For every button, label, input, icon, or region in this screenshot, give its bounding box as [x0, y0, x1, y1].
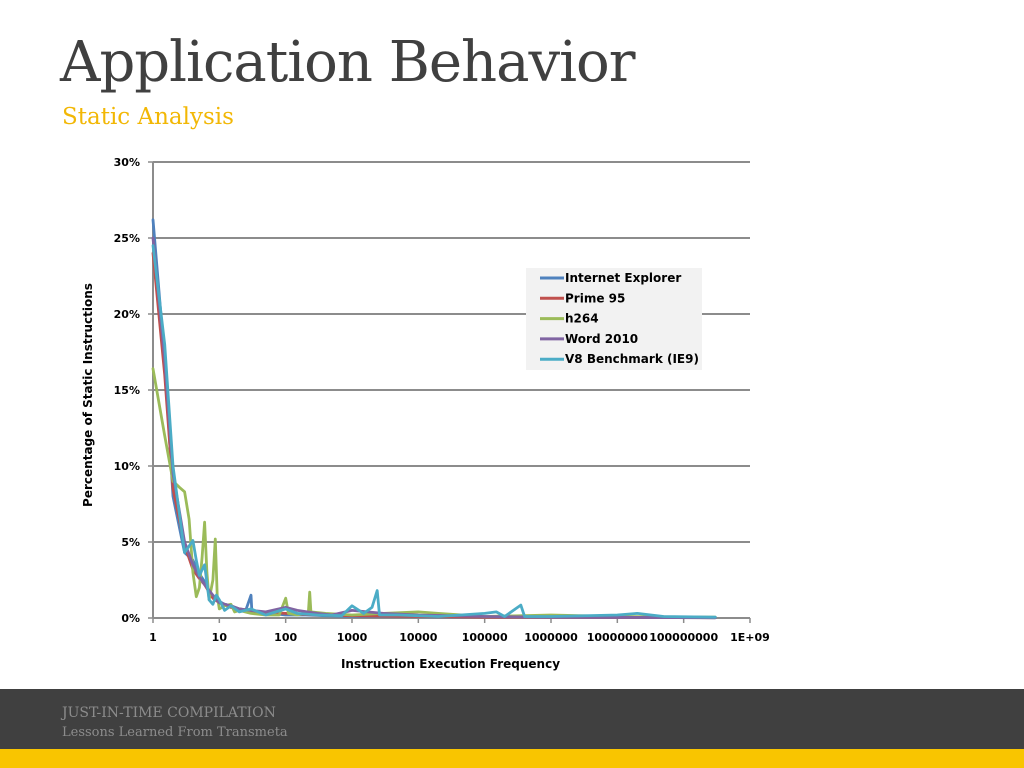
y-tick-label: 5% — [121, 536, 140, 549]
y-tick-label: 10% — [114, 460, 140, 473]
line-chart: 0% 5% 10% 15% 20% 25% 30% 1 10 100 1000 10000 100000… — [81, 156, 770, 671]
footer-subtitle: Lessons Learned From Transmeta — [62, 725, 288, 740]
x-tick-label: 1E+09 — [730, 631, 770, 644]
x-tick-label: 10000000 — [587, 631, 649, 644]
legend-label: h264 — [565, 312, 599, 326]
y-tick-label: 0% — [121, 612, 140, 625]
x-tick-label: 10 — [212, 631, 228, 644]
x-tick-label: 1000000 — [524, 631, 578, 644]
legend-label: V8 Benchmark (IE9) — [565, 352, 699, 366]
series-line-h264 — [151, 367, 717, 619]
series-line-v8-benchmark-ie9- — [151, 244, 717, 619]
accent-stripe — [0, 749, 1024, 768]
footer-bar: JUST-IN-TIME COMPILATION Lessons Learned… — [0, 689, 1024, 749]
x-tick-label: 10000 — [399, 631, 438, 644]
x-tick-label: 1000 — [337, 631, 368, 644]
legend-label: Prime 95 — [565, 291, 625, 305]
x-tick-label: 100 — [274, 631, 297, 644]
x-tick-label: 100000000 — [649, 631, 718, 644]
y-tick-label: 20% — [114, 308, 140, 321]
x-axis-label: Instruction Execution Frequency — [341, 657, 560, 671]
footer-title: JUST-IN-TIME COMPILATION — [62, 705, 276, 721]
y-tick-label: 30% — [114, 156, 140, 169]
legend-label: Internet Explorer — [565, 271, 681, 285]
x-tick-label: 1 — [149, 631, 157, 644]
slide-title: Application Behavior — [60, 30, 635, 95]
legend-label: Word 2010 — [565, 332, 638, 346]
y-tick-label: 15% — [114, 384, 140, 397]
x-tick-label: 100000 — [462, 631, 508, 644]
slide-subtitle: Static Analysis — [62, 104, 234, 130]
y-tick-label: 25% — [114, 232, 140, 245]
y-axis-label: Percentage of Static Instructions — [81, 283, 95, 507]
